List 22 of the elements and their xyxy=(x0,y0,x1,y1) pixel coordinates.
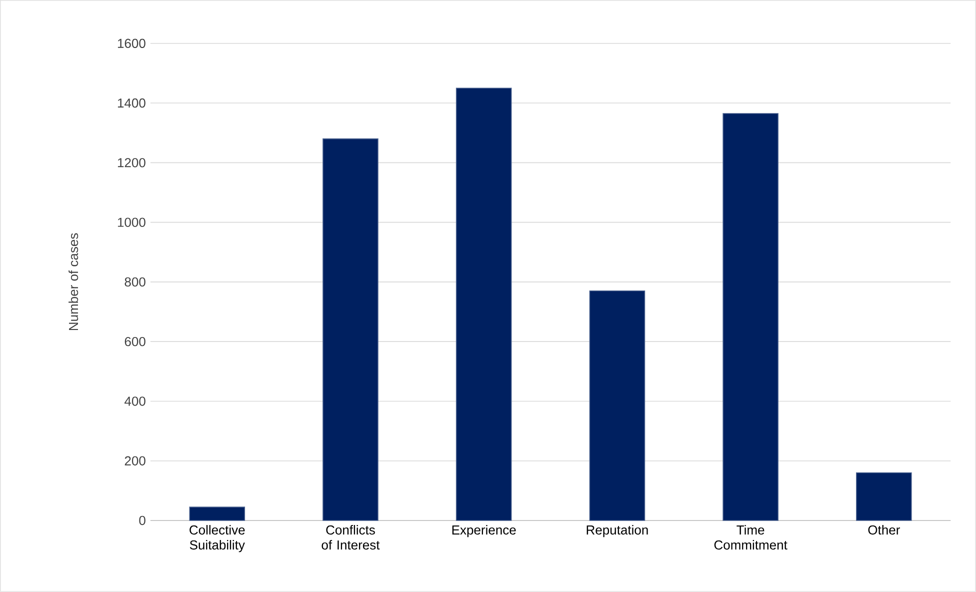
y-tick-label: 200 xyxy=(124,456,146,466)
bar xyxy=(856,472,912,521)
x-tick-label: Reputation xyxy=(586,525,648,538)
bar xyxy=(589,290,646,521)
x-tick-label: Other xyxy=(868,525,900,535)
x-tick-label: Collective Suitability xyxy=(190,525,245,552)
y-tick-label: 1600 xyxy=(118,38,146,48)
x-tick-label: Conflicts of Interest xyxy=(322,525,380,550)
y-tick-label: 1400 xyxy=(118,98,146,108)
y-tick-label: 400 xyxy=(124,396,146,406)
y-axis-title: Number of cases xyxy=(68,233,78,330)
bar xyxy=(722,113,778,521)
bar xyxy=(189,506,246,521)
bar xyxy=(456,88,512,521)
y-tick-label: 1200 xyxy=(118,158,146,168)
y-tick-label: 0 xyxy=(139,516,146,526)
y-tick-label: 1000 xyxy=(118,218,146,227)
y-tick-label: 600 xyxy=(124,337,146,346)
x-tick-label: Experience xyxy=(452,525,516,538)
y-tick-label: 800 xyxy=(124,277,146,287)
x-tick-label: Time Commitment xyxy=(714,525,788,550)
bar xyxy=(322,138,378,521)
